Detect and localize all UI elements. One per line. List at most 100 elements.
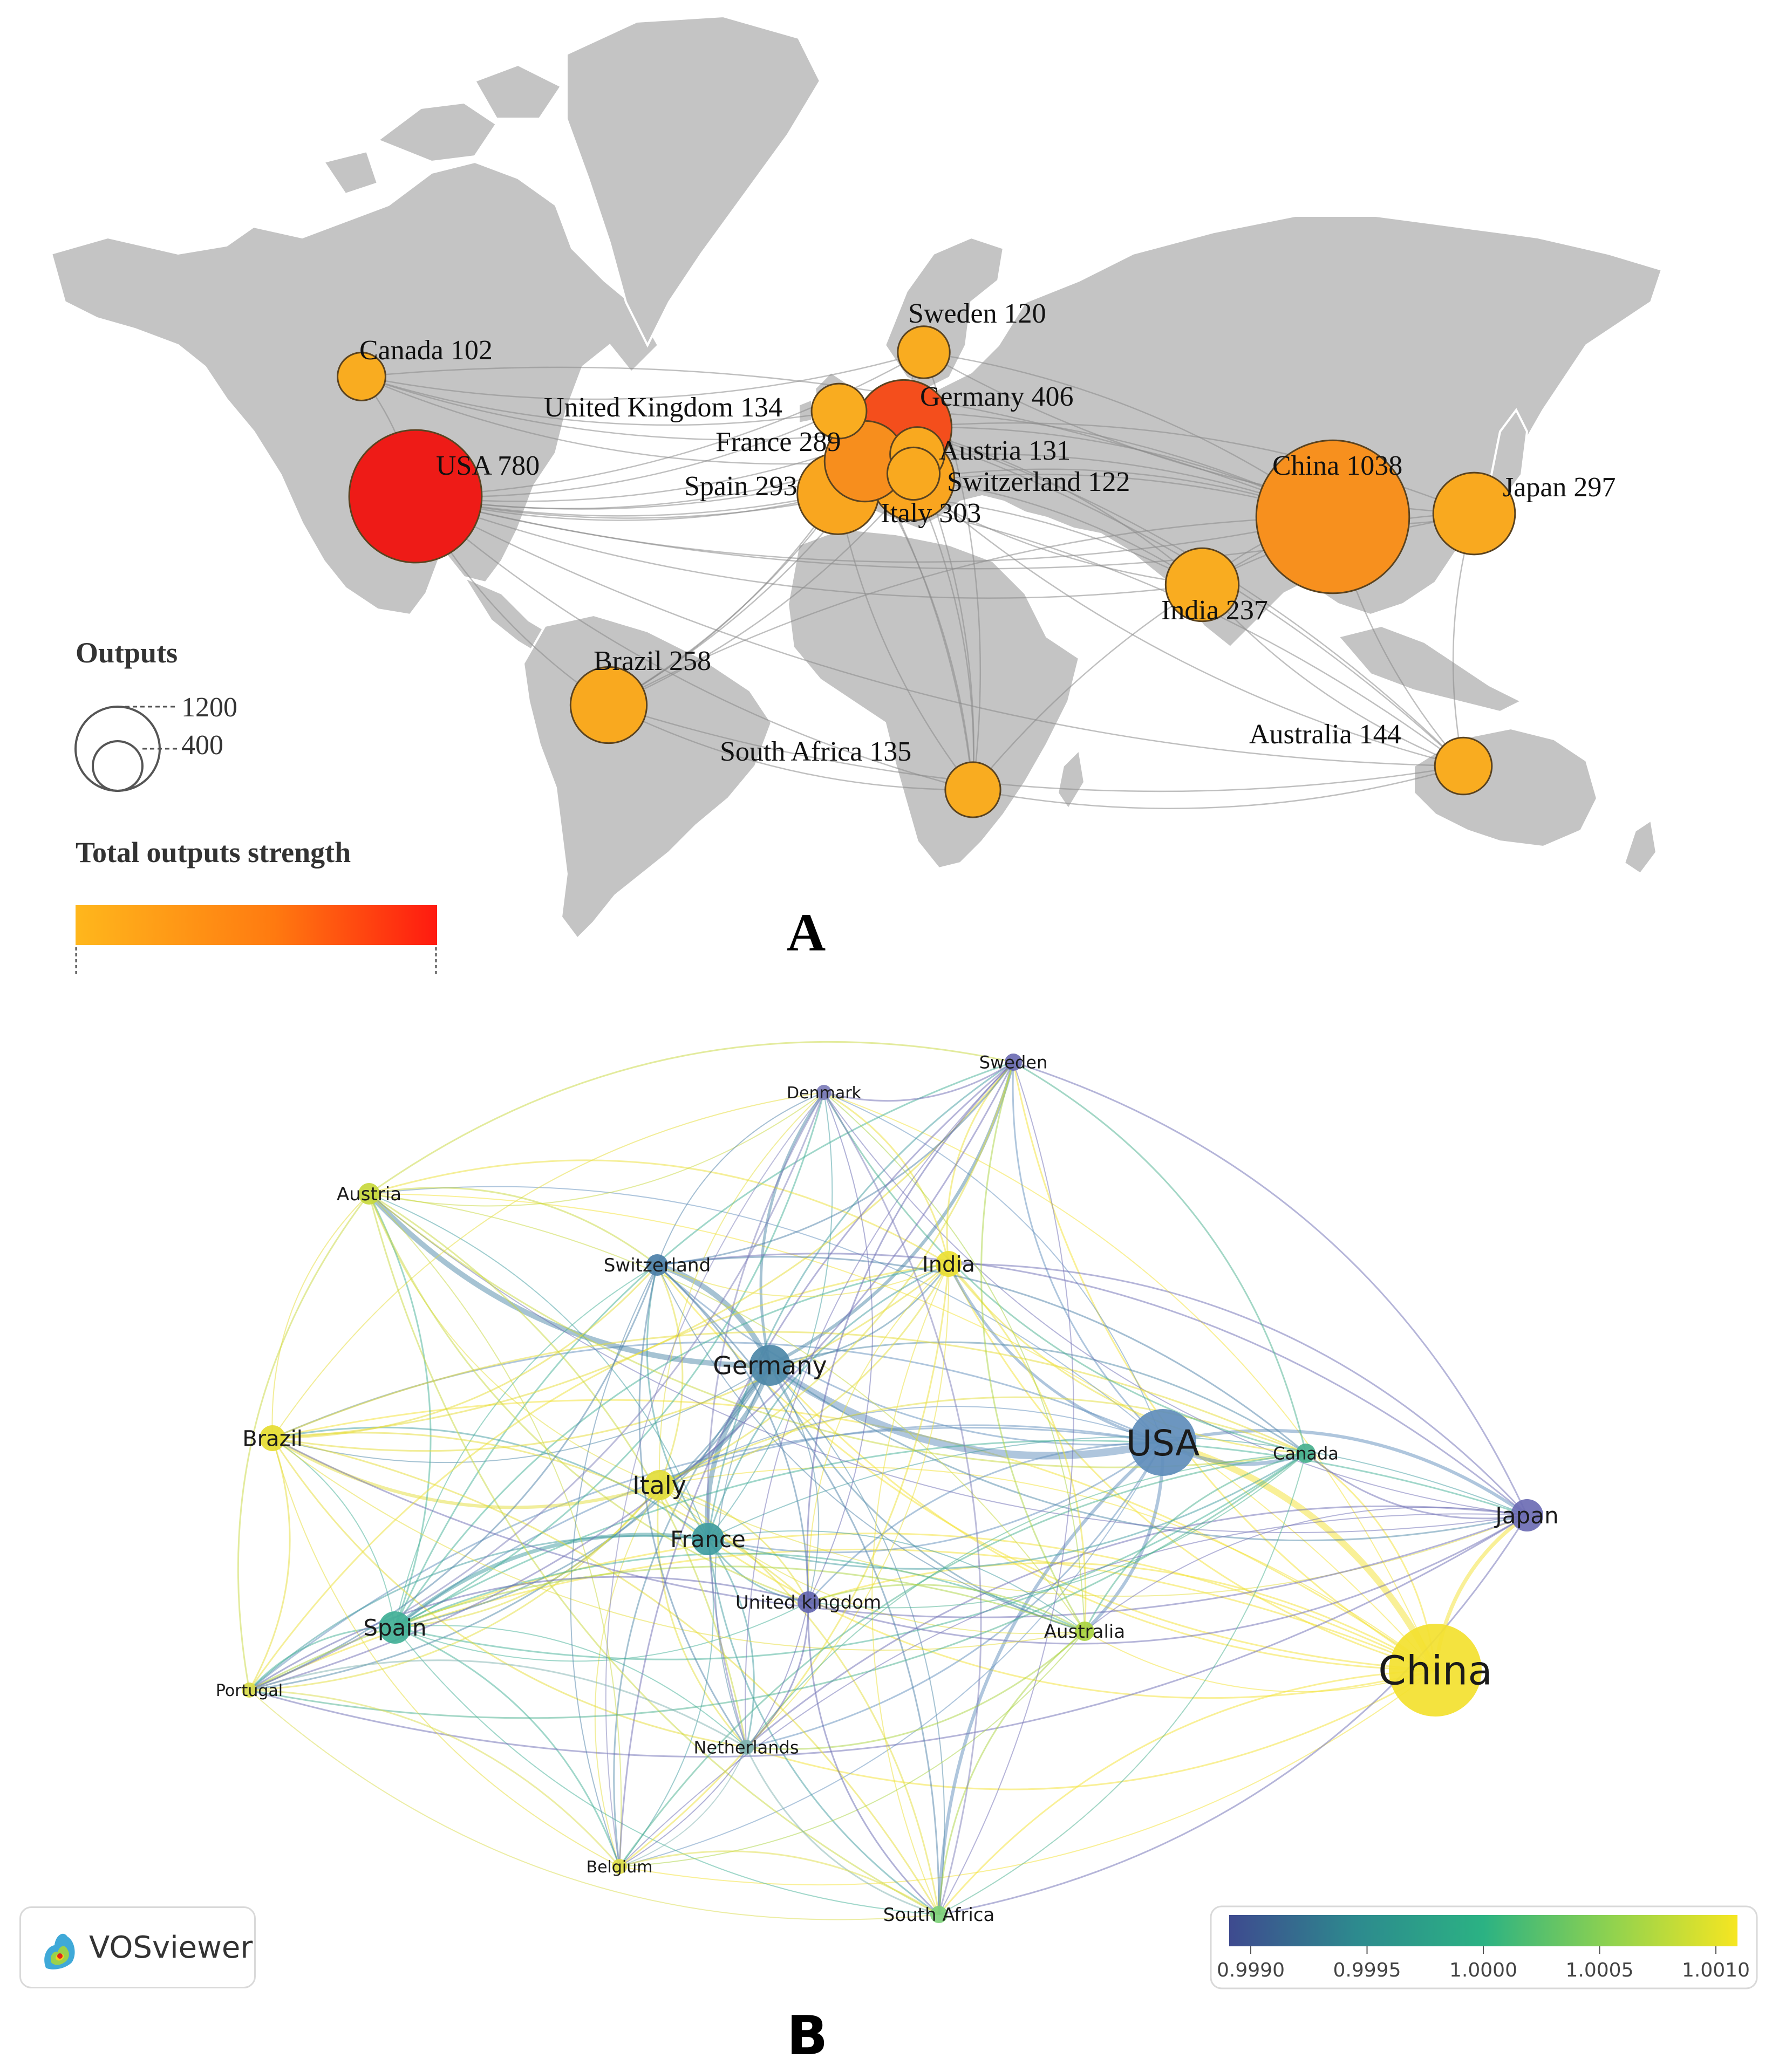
vos-link-france-japan bbox=[707, 1436, 1528, 1540]
link-india-italy bbox=[912, 478, 1203, 586]
vos-node-portugal bbox=[242, 1683, 257, 1698]
vos-node-united-kingdom bbox=[798, 1591, 819, 1613]
landmass-arctic-islands bbox=[322, 63, 563, 196]
vos-link-australia-united-kingdom bbox=[808, 1583, 1085, 1632]
vos-link-portugal-south-africa bbox=[249, 1690, 939, 1920]
vos-label-japan: Japan bbox=[1494, 1502, 1558, 1529]
vos-link-canada-south-africa bbox=[938, 1453, 1306, 1915]
link-brazil-italy bbox=[608, 478, 914, 706]
vos-link-usa-france bbox=[707, 1441, 1163, 1554]
link-india-australia bbox=[1202, 584, 1464, 767]
vos-link-germany-south-africa bbox=[769, 1365, 945, 1915]
vos-node-germany bbox=[749, 1345, 790, 1386]
panel-a-label: A bbox=[787, 902, 826, 962]
landmass-greenland bbox=[565, 15, 822, 348]
vos-link-belgium-south-africa bbox=[619, 1850, 939, 1916]
landmass-southeast-asia bbox=[1336, 624, 1524, 714]
vos-link-japan-switzerland bbox=[657, 1253, 1528, 1516]
vos-link-india-netherlands bbox=[746, 1263, 950, 1748]
strength-legend-title: Total outputs strength bbox=[76, 836, 351, 869]
link-south-africa-italy bbox=[912, 478, 974, 790]
landmass-new-zealand bbox=[1623, 818, 1658, 876]
link-canada-united-kingdom bbox=[361, 375, 840, 426]
vos-link-italy-belgium bbox=[594, 1485, 660, 1867]
vos-link-netherlands-portugal bbox=[249, 1659, 747, 1748]
vos-link-brazil-india bbox=[272, 1263, 949, 1452]
vos-link-switzerland-sweden bbox=[657, 1062, 1014, 1266]
vos-link-united-kingdom-denmark bbox=[808, 1092, 873, 1603]
node-sweden bbox=[897, 325, 951, 379]
vos-label-portugal: Portugal bbox=[216, 1681, 283, 1700]
vos-link-japan-portugal bbox=[249, 1514, 1528, 1758]
vos-link-australia-portugal bbox=[249, 1565, 1085, 1691]
vos-link-france-austria bbox=[369, 1193, 708, 1540]
link-spain-south-africa bbox=[837, 493, 973, 790]
vos-link-india-belgium bbox=[619, 1263, 950, 1868]
vos-link-usa-austria bbox=[369, 1186, 1163, 1443]
label-india: India 237 bbox=[1161, 595, 1268, 626]
vos-link-usa-belgium bbox=[619, 1442, 1163, 1867]
vos-link-italy-south-africa bbox=[659, 1484, 940, 1915]
vos-link-austria-portugal bbox=[237, 1193, 370, 1691]
vos-link-canada-australia bbox=[1083, 1452, 1306, 1632]
vos-link-china-germany bbox=[769, 1365, 1436, 1671]
vos-link-spain-belgium bbox=[394, 1626, 621, 1867]
vos-node-denmark bbox=[816, 1085, 832, 1100]
vos-link-canada-united-kingdom bbox=[808, 1453, 1306, 1609]
vos-label-switzerland: Switzerland bbox=[604, 1255, 711, 1276]
node-canada bbox=[337, 352, 386, 401]
vos-link-united-kingdom-netherlands bbox=[745, 1602, 809, 1748]
vos-label-usa: USA bbox=[1126, 1423, 1200, 1464]
vos-link-australia-netherlands bbox=[746, 1630, 1086, 1750]
vos-link-brazil-belgium bbox=[272, 1438, 620, 1867]
vos-link-switzerland-australia bbox=[657, 1264, 1085, 1632]
vos-link-austria-switzerland bbox=[369, 1187, 658, 1266]
vos-link-australia-belgium bbox=[619, 1631, 1085, 1867]
network-labels: China USA Germany Italy France Spain Japan Braz… bbox=[216, 1052, 1559, 1926]
landmass-madagascar bbox=[1056, 747, 1086, 811]
vos-link-italy-united-kingdom bbox=[659, 1484, 809, 1603]
vos-link-germany-belgium bbox=[613, 1365, 771, 1867]
link-italy-australia bbox=[912, 478, 1464, 767]
label-south-africa: South Africa 135 bbox=[720, 736, 911, 767]
label-china: China 1038 bbox=[1272, 450, 1402, 481]
vosviewer-logo-icon bbox=[44, 1933, 75, 1970]
vos-link-italy-canada bbox=[659, 1396, 1306, 1486]
vos-label-italy: Italy bbox=[632, 1471, 686, 1500]
vos-link-brazil-australia bbox=[272, 1438, 1085, 1651]
colorbar-tick-label-0: 0.9990 bbox=[1217, 1959, 1285, 1981]
link-brazil-south-africa bbox=[608, 704, 973, 791]
node-australia bbox=[1434, 736, 1493, 796]
vos-link-usa-italy bbox=[659, 1406, 1163, 1486]
vos-link-netherlands-south-africa bbox=[745, 1747, 939, 1916]
node-usa bbox=[348, 429, 483, 564]
colorbar-tick-label-2: 1.0000 bbox=[1449, 1959, 1517, 1981]
network-nodes bbox=[242, 1054, 1543, 1923]
vos-link-usa-portugal bbox=[249, 1427, 1163, 1691]
node-china bbox=[1255, 439, 1410, 594]
vos-link-united-kingdom-south-africa bbox=[807, 1602, 940, 1916]
label-japan: Japan 297 bbox=[1503, 472, 1616, 503]
vos-node-sweden bbox=[1005, 1054, 1022, 1071]
vos-node-italy bbox=[644, 1470, 674, 1500]
vos-link-india-australia bbox=[948, 1263, 1087, 1632]
vosviewer-brand-text: VOSviewer bbox=[89, 1930, 253, 1965]
vos-link-portugal-belgium bbox=[249, 1689, 621, 1867]
vos-link-india-portugal bbox=[248, 1263, 949, 1691]
vos-node-france bbox=[692, 1523, 724, 1555]
vos-link-austria-south-africa bbox=[368, 1193, 939, 1916]
label-switzerland: Switzerland 122 bbox=[947, 467, 1130, 497]
vos-link-italy-denmark bbox=[658, 1092, 824, 1486]
vos-link-switzerland-portugal bbox=[249, 1264, 658, 1691]
link-canada-sweden bbox=[361, 351, 924, 400]
colorbar-gradient bbox=[1229, 1915, 1737, 1946]
vos-link-japan-south-africa bbox=[938, 1515, 1528, 1916]
vos-link-spain-canada bbox=[394, 1452, 1306, 1660]
country-labels: USA 780 China 1038 Germany 406 Italy 303 Jap… bbox=[359, 298, 1616, 767]
label-italy: Italy 303 bbox=[881, 498, 981, 529]
vos-label-netherlands: Netherlands bbox=[693, 1738, 799, 1758]
legend-circle-small bbox=[92, 740, 144, 792]
vos-label-belgium: Belgium bbox=[587, 1858, 653, 1877]
vos-link-canada-portugal bbox=[249, 1452, 1306, 1719]
vos-link-china-netherlands bbox=[746, 1669, 1436, 1790]
